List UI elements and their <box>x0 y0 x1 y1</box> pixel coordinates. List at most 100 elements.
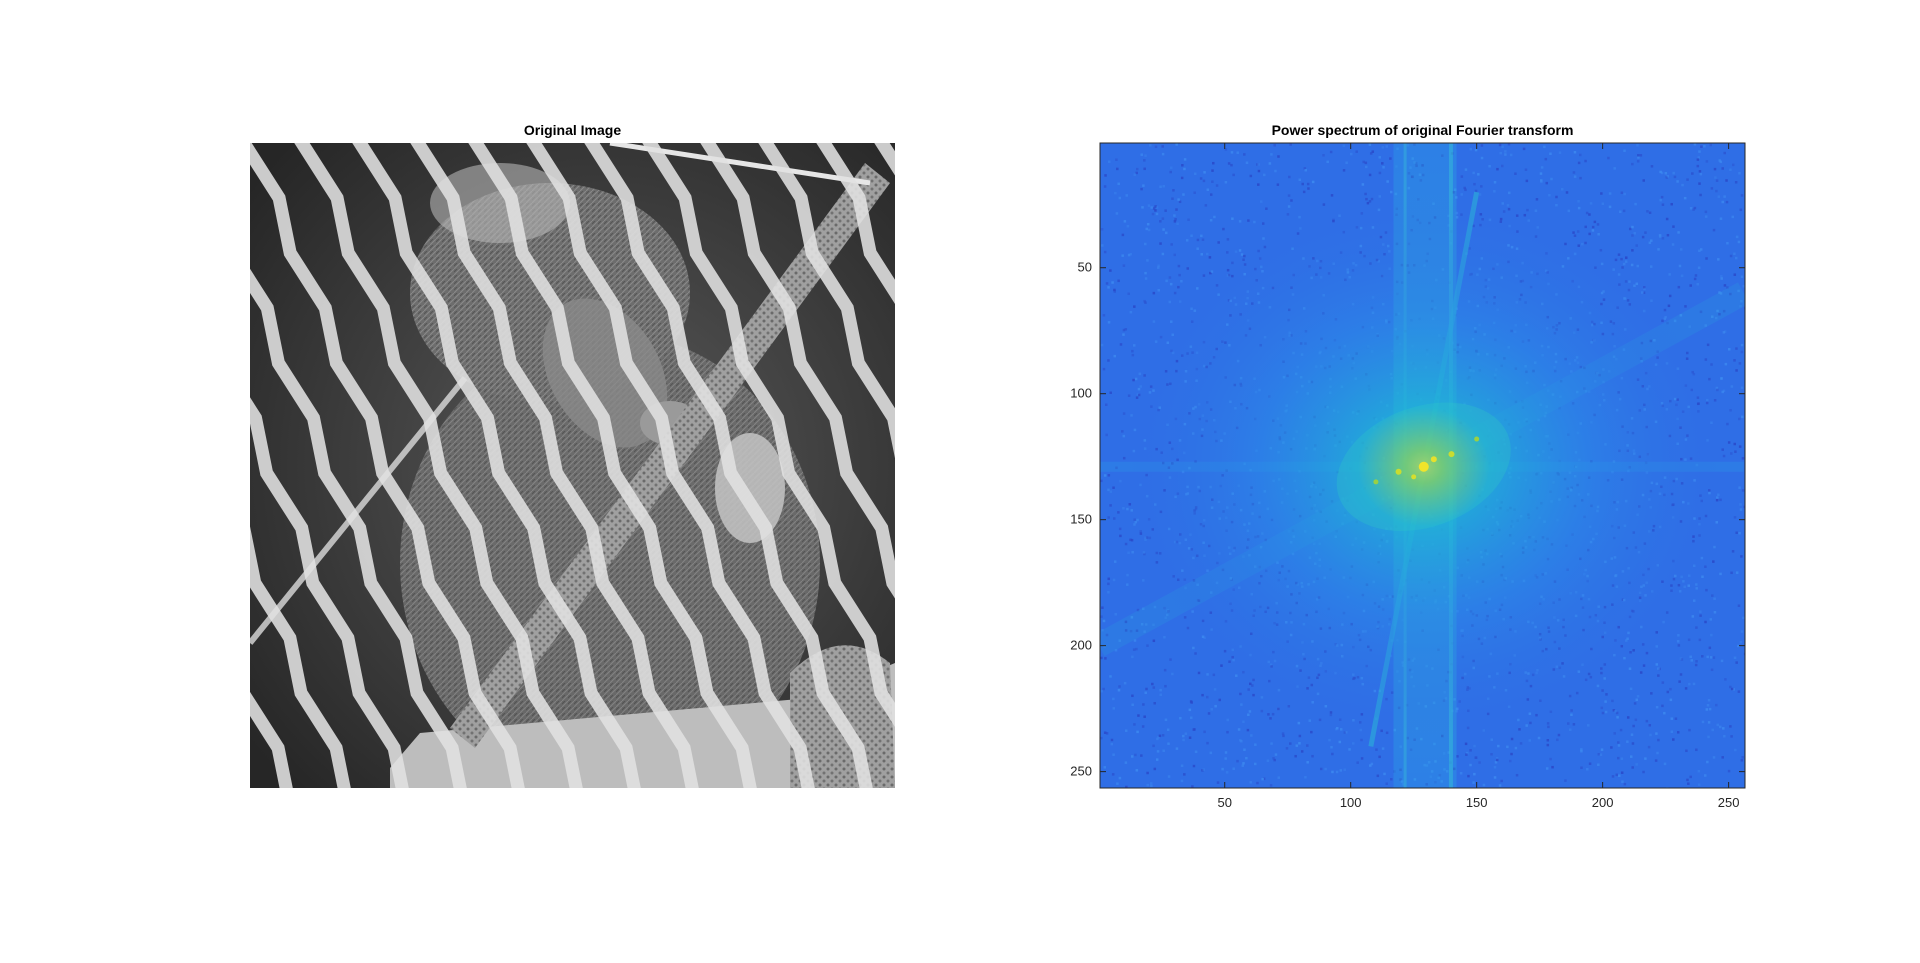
spectrum-noise <box>1661 681 1665 684</box>
x-tick-label: 250 <box>1718 795 1740 810</box>
spectrum-noise <box>1740 299 1743 303</box>
spectrum-noise <box>1615 773 1619 777</box>
spectrum-noise <box>1696 282 1699 286</box>
spectrum-noise <box>1576 230 1580 233</box>
spectrum-noise <box>1169 658 1172 661</box>
spectrum-noise <box>1719 292 1723 295</box>
spectrum-noise <box>1289 742 1292 745</box>
spectrum-noise <box>1670 717 1674 720</box>
spectrum-noise <box>1739 508 1743 511</box>
spectrum-noise <box>1713 610 1717 614</box>
spectrum-noise <box>1496 167 1499 171</box>
spectrum-noise <box>1140 187 1143 191</box>
spectrum-noise <box>1601 711 1605 715</box>
spectrum-noise <box>1715 703 1718 707</box>
spectrum-noise <box>1145 227 1149 231</box>
spectrum-noise <box>1674 717 1678 720</box>
spectrum-noise <box>1743 652 1745 656</box>
spectrum-noise <box>1117 688 1121 692</box>
spectrum-noise <box>1688 325 1692 328</box>
spectrum-noise <box>1544 157 1548 161</box>
spectrum-noise <box>1103 474 1107 477</box>
original-image <box>250 143 895 788</box>
spectrum-noise <box>1689 775 1692 779</box>
spectrum-noise <box>1165 613 1169 617</box>
spectrum-noise <box>1580 749 1583 753</box>
spectrum-noise <box>1153 767 1157 771</box>
spectrum-noise <box>1657 667 1660 670</box>
spectrum-noise <box>1109 269 1112 272</box>
spectrum-noise <box>1706 703 1710 707</box>
spectrum-noise <box>1488 164 1491 168</box>
fence-wire <box>250 268 467 788</box>
spectrum-noise <box>1504 150 1507 153</box>
spectrum-noise <box>1131 694 1134 698</box>
spectrum-noise <box>1245 161 1249 164</box>
spectrum-noise <box>1655 732 1658 735</box>
spectrum-noise <box>1617 744 1621 747</box>
spectrum-noise <box>1645 651 1649 655</box>
spectrum-noise <box>1725 179 1728 182</box>
spectrum-noise <box>1572 171 1576 174</box>
spectrum-noise <box>1365 197 1368 201</box>
spectrum-noise <box>1107 488 1110 492</box>
spectrum-noise <box>1298 734 1302 738</box>
spectrum-noise <box>1631 249 1634 252</box>
spectrum-noise <box>1331 770 1334 774</box>
spectrum-noise <box>1734 256 1738 260</box>
spectrum-noise <box>1302 190 1306 194</box>
spectrum-noise <box>1124 620 1128 624</box>
spectrum-noise <box>1143 242 1147 246</box>
spectrum-noise <box>1206 188 1210 191</box>
spectrum-noise <box>1289 143 1292 146</box>
spectrum-noise <box>1173 291 1177 295</box>
spectrum-noise <box>1696 164 1700 168</box>
spectrum-noise <box>1287 194 1291 197</box>
spectrum-noise <box>1695 626 1698 629</box>
spectrum-noise <box>1161 734 1165 737</box>
spectrum-noise <box>1547 725 1550 729</box>
spectrum-noise <box>1495 757 1499 760</box>
spectrum-noise <box>1100 615 1103 618</box>
spectrum-noise <box>1378 195 1382 198</box>
fence-wire <box>700 143 895 599</box>
spectrum-noise <box>1203 730 1206 734</box>
spectrum-noise <box>1716 309 1719 313</box>
spectrum-noise <box>1287 205 1291 208</box>
spectrum-noise <box>1173 220 1177 223</box>
spectrum-noise <box>1723 734 1726 738</box>
spectrum-noise <box>1514 746 1518 750</box>
spectrum-noise <box>1686 778 1689 782</box>
spectrum-noise <box>1183 167 1186 171</box>
spectrum-noise <box>1718 291 1721 294</box>
spectrum-noise <box>1177 264 1181 268</box>
spectrum-noise <box>1281 732 1285 735</box>
spectrum-noise <box>1713 399 1717 402</box>
spectrum-noise <box>1193 191 1196 194</box>
spectrum-noise <box>1697 156 1701 159</box>
spectrum-noise <box>1167 609 1170 613</box>
spectrum-noise <box>1381 162 1384 165</box>
spectrum-noise <box>1637 154 1640 157</box>
spectrum-noise <box>1242 720 1245 724</box>
spectrum-noise <box>1706 760 1709 764</box>
spectrum-noise <box>1132 648 1136 651</box>
spectrum-noise <box>1161 152 1165 156</box>
spectrum-noise <box>1635 698 1639 702</box>
spectrum-noise <box>1199 177 1203 180</box>
spectrum-noise <box>1634 202 1637 206</box>
spectrum-noise <box>1697 266 1701 269</box>
spectrum-noise <box>1719 572 1722 576</box>
spectrum-noise <box>1103 250 1107 254</box>
spectrum-noise <box>1655 663 1659 666</box>
spectrum-noise <box>1557 733 1561 737</box>
spectrum-noise <box>1152 686 1156 689</box>
spectrum-noise <box>1259 200 1263 203</box>
spectrum-noise <box>1738 172 1741 175</box>
spectrum-noise <box>1625 256 1628 259</box>
spectrum-noise <box>1339 728 1343 731</box>
spectrum-noise <box>1159 220 1162 223</box>
spectrum-noise <box>1192 764 1196 768</box>
spectrum-noise <box>1629 755 1633 758</box>
spectrum-noise <box>1119 343 1123 346</box>
